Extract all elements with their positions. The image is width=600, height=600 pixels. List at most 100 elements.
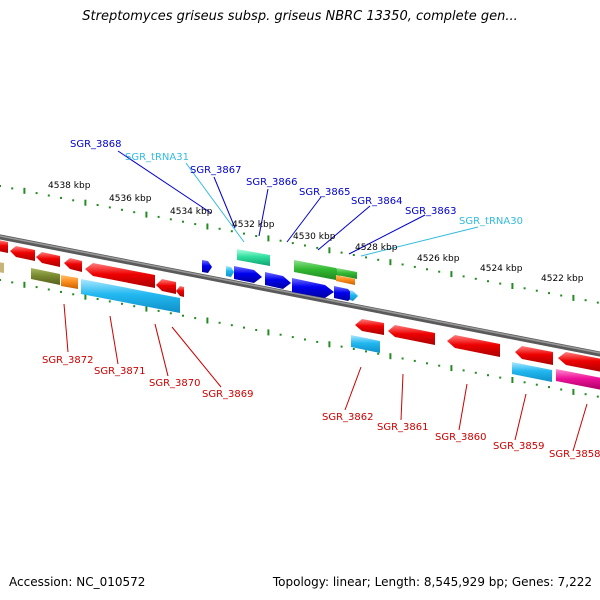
scale-label: 4526 kbp xyxy=(417,254,460,264)
gene-arrow[interactable] xyxy=(156,279,176,294)
gene-box[interactable] xyxy=(512,362,552,382)
ruler-dot xyxy=(316,340,319,343)
ruler-dot xyxy=(279,239,282,242)
gene-box[interactable] xyxy=(351,335,380,353)
gene-label[interactable]: SGR_3871 xyxy=(94,366,146,377)
gene-label[interactable]: SGR_3858 xyxy=(549,449,600,460)
gene-arrow[interactable] xyxy=(36,252,60,267)
gene-arrow[interactable] xyxy=(292,278,334,298)
ruler-tick xyxy=(328,247,331,254)
gene-arrow[interactable] xyxy=(85,263,155,288)
gene-arrow[interactable] xyxy=(350,290,358,301)
ruler-dot xyxy=(35,286,38,289)
ruler-dot xyxy=(230,230,233,233)
gene-arrow[interactable] xyxy=(294,260,342,280)
gene-label[interactable]: SGR_3866 xyxy=(246,177,298,188)
scale-label: 4532 kbp xyxy=(232,220,275,230)
ruler-tick xyxy=(572,294,575,301)
ruler-dot xyxy=(0,185,1,187)
ruler-dot xyxy=(560,388,563,391)
gene-label[interactable]: SGR_3872 xyxy=(42,355,94,366)
upper-gene-labels[interactable]: SGR_3868 SGR_tRNA31 SGR_3867 SGR_3866 SG… xyxy=(70,139,523,227)
gene-label[interactable]: SGR_3870 xyxy=(149,378,201,389)
ruler-tick xyxy=(389,353,392,360)
gene-label[interactable]: SGR_3864 xyxy=(351,196,403,207)
gene-label[interactable]: SGR_3868 xyxy=(70,139,122,150)
gene-label[interactable]: SGR_tRNA31 xyxy=(125,152,189,163)
scale-label: 4538 kbp xyxy=(48,181,91,191)
gene-arrow[interactable] xyxy=(0,240,8,253)
gene-arrow[interactable] xyxy=(64,258,82,272)
ruler-dot xyxy=(584,393,587,396)
gene-box[interactable] xyxy=(0,262,4,273)
ruler-dot xyxy=(121,302,123,305)
scale-label: 4530 kbp xyxy=(293,232,336,242)
ruler-dot xyxy=(352,348,355,350)
ruler-dot xyxy=(535,289,538,292)
ruler-dot xyxy=(462,369,465,372)
ruler-dot xyxy=(255,329,258,331)
gene-label[interactable]: SGR_3861 xyxy=(377,422,429,433)
gene-label[interactable]: SGR_3867 xyxy=(190,165,242,176)
gene-arrow[interactable] xyxy=(515,346,553,365)
lower-gene-labels[interactable]: SGR_3872 SGR_3871 SGR_3870 SGR_3869 SGR_… xyxy=(42,355,600,460)
gene-box[interactable] xyxy=(31,268,60,285)
ruler-tick xyxy=(23,187,26,194)
gene-arrow[interactable] xyxy=(334,286,354,301)
gene-arrow[interactable] xyxy=(176,286,184,297)
ruler-dot xyxy=(133,211,136,214)
ruler-tick xyxy=(511,377,514,383)
ruler-dot xyxy=(523,381,526,384)
gene-arrow[interactable] xyxy=(265,272,291,289)
ruler-dot xyxy=(426,362,428,365)
ruler-dot xyxy=(413,265,416,268)
gene-arrow[interactable] xyxy=(447,335,500,357)
ruler-dot xyxy=(352,254,355,256)
ruler-dot xyxy=(182,220,184,223)
ruler-tick xyxy=(267,329,270,336)
ruler-dot xyxy=(377,258,380,261)
gene-arrow[interactable] xyxy=(226,266,234,277)
gene-label[interactable]: SGR_3865 xyxy=(299,187,351,198)
ruler-tick xyxy=(84,293,87,300)
upper-ruler xyxy=(0,185,599,304)
genome-axis-highlight xyxy=(0,235,600,354)
scale-label: 4522 kbp xyxy=(541,274,584,284)
gene-box[interactable] xyxy=(336,275,355,285)
ruler-dot xyxy=(304,338,306,341)
gene-label[interactable]: SGR_3862 xyxy=(322,412,374,423)
gene-box[interactable] xyxy=(556,369,600,390)
ruler-dot xyxy=(304,244,306,247)
gene-label[interactable]: SGR_3860 xyxy=(435,432,487,443)
gene-label[interactable]: SGR_3863 xyxy=(405,206,457,217)
ruler-dot xyxy=(133,305,136,308)
ruler-dot xyxy=(438,364,441,367)
gene-box[interactable] xyxy=(237,249,270,266)
gene-label[interactable]: SGR_3869 xyxy=(202,389,254,400)
gene-features[interactable] xyxy=(0,240,600,390)
ruler-dot xyxy=(96,298,99,300)
ruler-dot xyxy=(340,251,343,254)
gene-label[interactable]: SGR_tRNA30 xyxy=(459,216,523,227)
gene-box[interactable] xyxy=(337,268,357,279)
gene-arrow[interactable] xyxy=(355,319,384,335)
ruler-dot xyxy=(401,263,404,266)
gene-box[interactable] xyxy=(61,275,78,289)
gene-arrow[interactable] xyxy=(10,246,35,261)
gene-label[interactable]: SGR_3859 xyxy=(493,441,545,452)
ruler-tick xyxy=(84,199,87,206)
gene-arrow[interactable] xyxy=(234,266,262,283)
gene-box[interactable] xyxy=(81,279,180,313)
gene-arrow[interactable] xyxy=(558,352,600,372)
ruler-dot xyxy=(279,333,282,336)
gene-arrow[interactable] xyxy=(202,260,212,273)
gene-arrow[interactable] xyxy=(388,325,435,345)
ruler-dot xyxy=(340,345,343,348)
ruler-dot xyxy=(535,383,538,386)
ruler-dot xyxy=(291,336,294,339)
ruler-dot xyxy=(108,206,111,209)
ruler-dot xyxy=(218,321,221,324)
ruler-dot xyxy=(194,223,197,226)
ruler-dot xyxy=(365,350,367,353)
